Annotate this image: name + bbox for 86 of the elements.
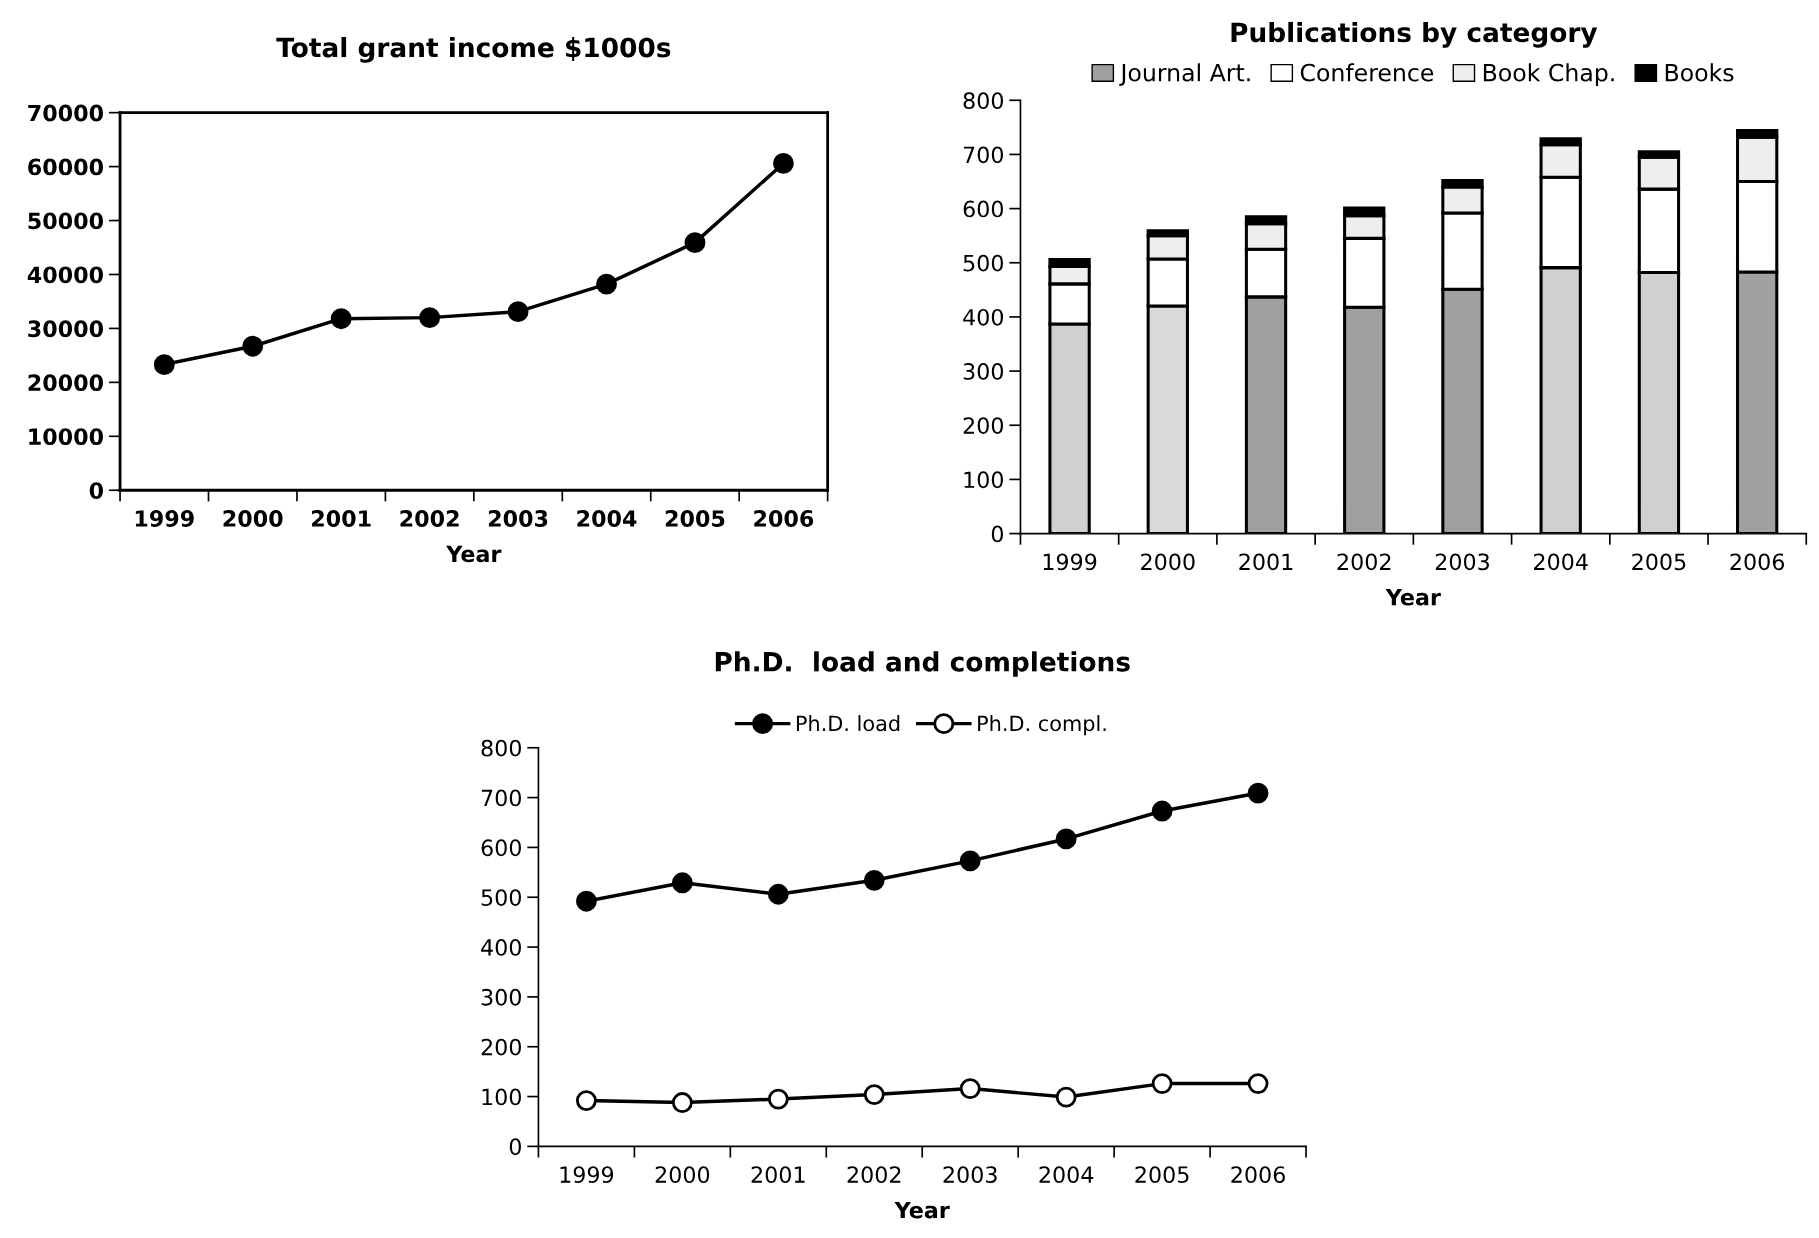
point (671, 872, 693, 894)
point (1151, 800, 1173, 822)
y-tick-label: 500 (481, 889, 521, 906)
point (863, 1084, 885, 1105)
x-axis-title: Year (894, 1201, 950, 1219)
x-tick-label: 2002 (1337, 553, 1391, 571)
x-tick-label: 2005 (665, 510, 725, 527)
y-tick-label: 700 (481, 789, 521, 807)
y-tick-label: 400 (963, 308, 1004, 326)
y-tick-label: 0 (991, 525, 1004, 543)
point (1247, 782, 1269, 804)
point (575, 890, 597, 912)
point (1247, 1073, 1269, 1095)
x-tick-label: 1999 (1043, 553, 1097, 571)
legend-label: Book Chap. (1483, 63, 1614, 87)
point (959, 1078, 981, 1099)
x-tick-label: 2006 (1730, 553, 1785, 571)
x-tick-label: 1999 (560, 1166, 614, 1184)
x-tick-label: 2003 (943, 1166, 997, 1184)
y-tick-label: 500 (963, 254, 1004, 272)
point (419, 307, 441, 329)
x-tick-label: 2001 (312, 510, 371, 527)
point (863, 869, 885, 891)
x-tick-label: 2004 (1039, 1166, 1094, 1184)
point (1055, 828, 1077, 850)
x-tick-label: 2002 (400, 510, 459, 527)
y-tick-label: 10000 (29, 428, 104, 446)
chart-title: Publications by category (1231, 21, 1598, 48)
point (767, 883, 789, 905)
y-tick-label: 300 (481, 988, 521, 1006)
point (959, 850, 981, 872)
point (507, 301, 529, 323)
y-tick-label: 700 (963, 146, 1004, 164)
x-axis-title: Year (446, 545, 502, 563)
point (575, 1090, 597, 1111)
x-tick-label: 2004 (1534, 553, 1588, 571)
point (684, 232, 706, 254)
y-tick-label: 30000 (28, 320, 104, 338)
x-tick-label: 2001 (1239, 553, 1293, 571)
legend-label: Conference (1300, 63, 1434, 82)
point (773, 152, 794, 174)
point (767, 1088, 789, 1110)
legend-label: Journal Art. (1119, 63, 1250, 86)
x-tick-label: 2006 (1231, 1166, 1285, 1184)
x-tick-label: 2005 (1632, 553, 1686, 571)
x-tick-label: 2004 (577, 510, 637, 527)
x-tick-label: 2001 (751, 1166, 805, 1184)
chart-title: Total grant income $1000s (276, 37, 671, 63)
y-tick-label: 800 (481, 739, 521, 757)
y-tick-label: 600 (481, 839, 521, 857)
y-tick-label: 70000 (28, 104, 104, 122)
y-tick-label: 60000 (28, 158, 104, 176)
x-tick-label: 2000 (1141, 553, 1195, 571)
point (671, 1092, 693, 1113)
legend-label: Ph.D. load (796, 715, 900, 732)
y-tick-label: 600 (963, 200, 1004, 218)
y-tick-label: 100 (964, 471, 1004, 489)
point (242, 335, 264, 357)
y-tick-label: 300 (963, 363, 1004, 380)
legend-label: Ph.D. compl. (978, 715, 1106, 736)
x-tick-label: 2006 (754, 510, 814, 527)
y-tick-label: 50000 (28, 212, 104, 230)
legend-label: Books (1665, 63, 1734, 82)
y-tick-label: 40000 (27, 266, 104, 284)
chart-title: Ph.D. load and completions (715, 651, 1130, 677)
y-tick-label: 0 (509, 1138, 521, 1156)
y-tick-label: 20000 (28, 374, 104, 392)
x-axis-title: Year (1385, 589, 1441, 606)
x-tick-label: 2003 (488, 510, 548, 527)
point (596, 273, 617, 295)
x-tick-label: 2000 (223, 510, 283, 527)
y-tick-label: 200 (963, 417, 1004, 435)
point (330, 308, 352, 330)
point (1151, 1073, 1173, 1095)
y-tick-label: 0 (89, 482, 104, 500)
y-tick-label: 400 (481, 939, 521, 956)
point (153, 354, 175, 375)
x-tick-label: 1999 (135, 510, 194, 527)
x-tick-label: 2000 (655, 1166, 710, 1184)
y-tick-label: 200 (481, 1038, 521, 1056)
x-tick-label: 2003 (1435, 553, 1489, 571)
x-tick-label: 2005 (1135, 1166, 1189, 1184)
y-tick-label: 100 (482, 1088, 521, 1106)
x-tick-label: 2002 (847, 1166, 901, 1184)
point (1055, 1086, 1077, 1108)
y-tick-label: 800 (963, 92, 1004, 110)
